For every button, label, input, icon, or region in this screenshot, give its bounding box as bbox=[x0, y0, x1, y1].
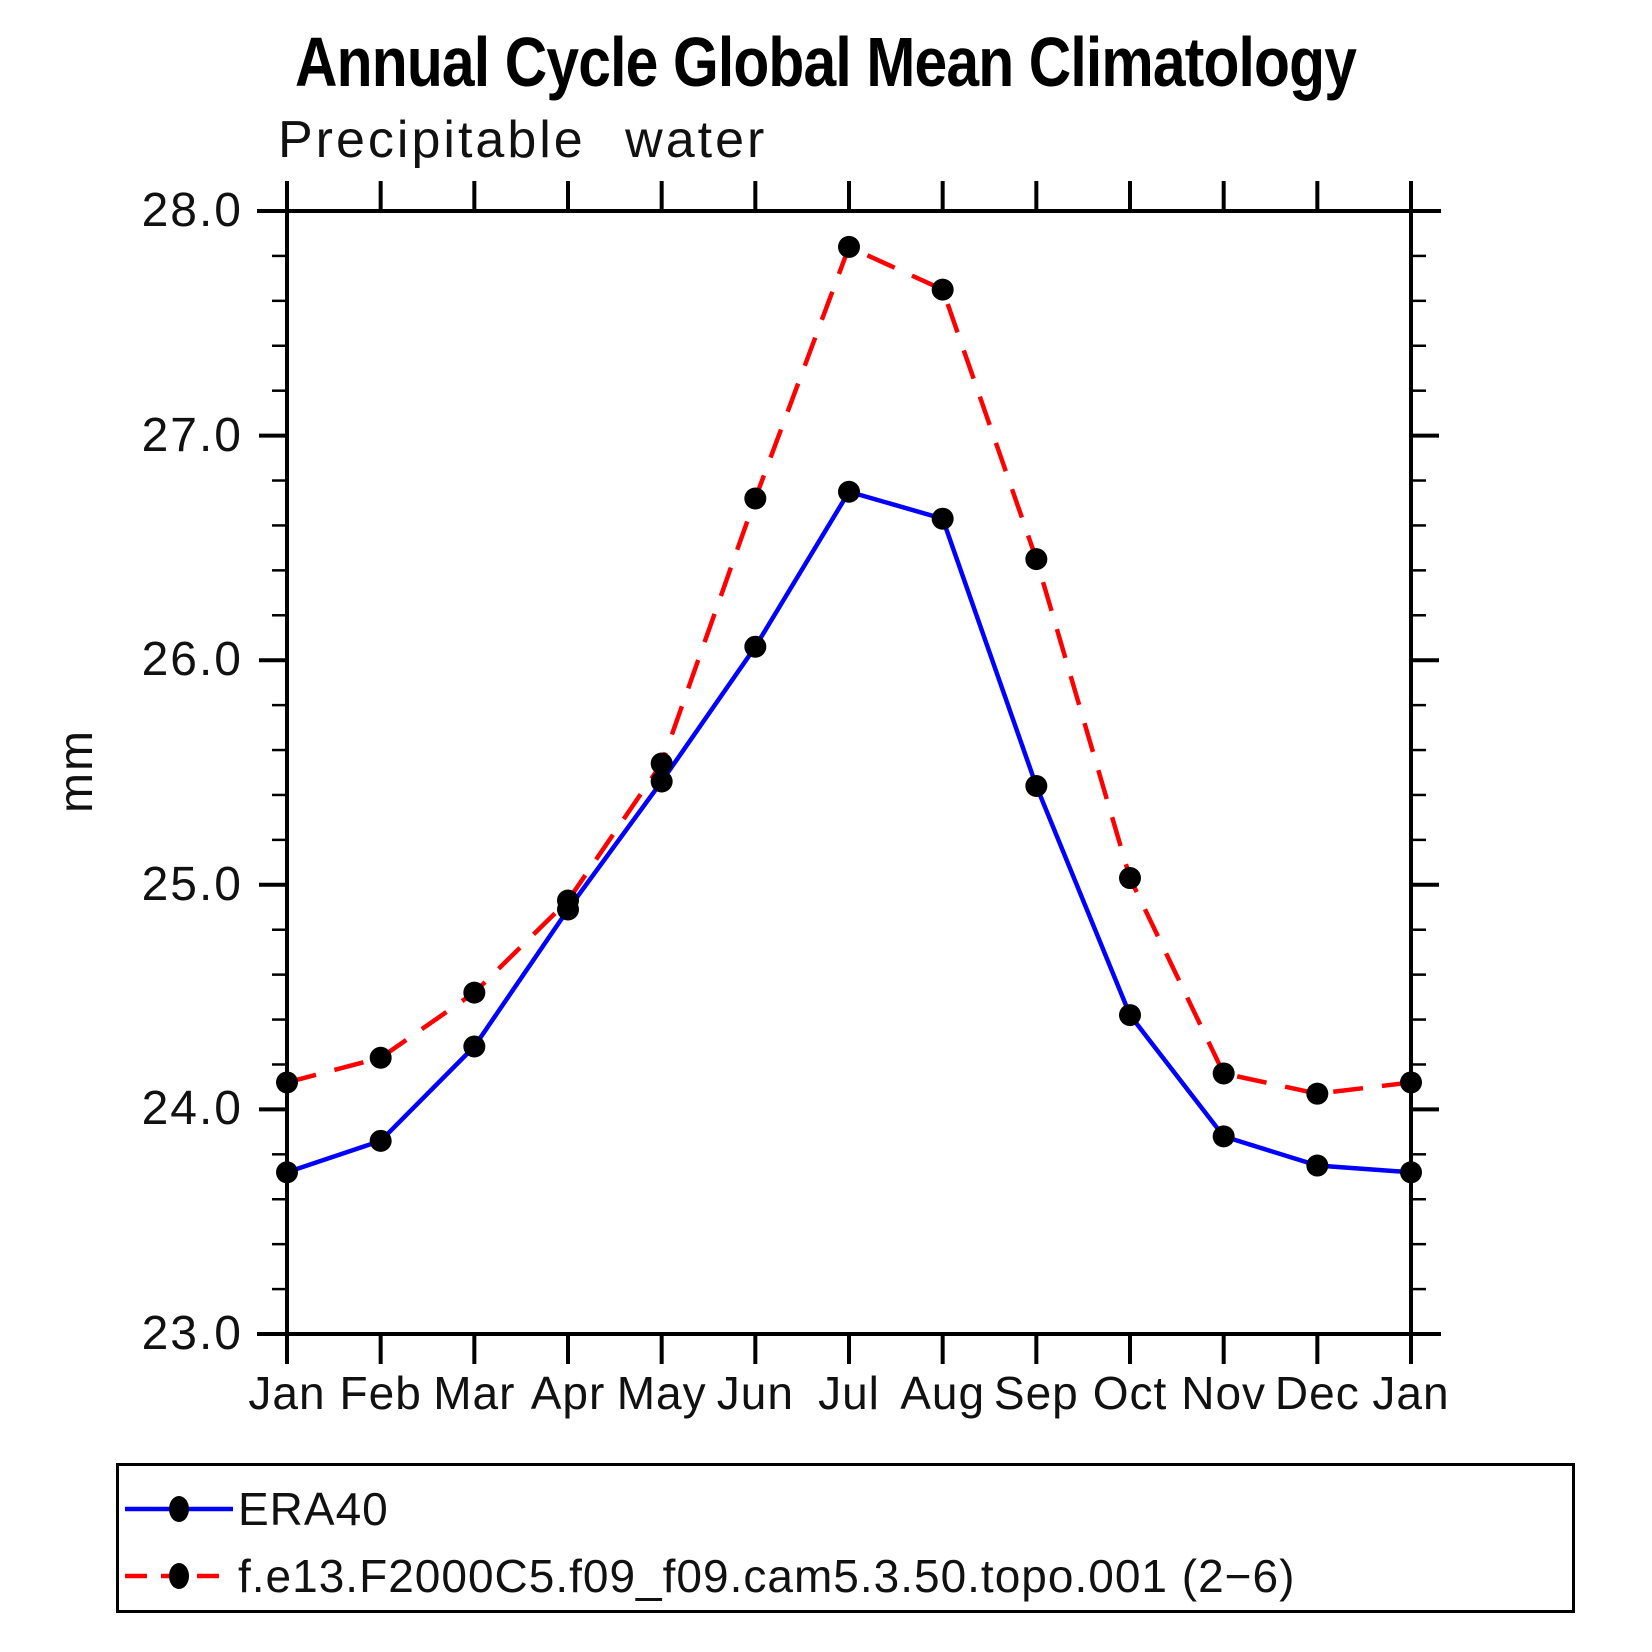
y-tick-label: 27.0 bbox=[141, 408, 243, 462]
data-point-marker bbox=[1400, 1071, 1422, 1094]
legend-label: ERA40 bbox=[238, 1483, 389, 1535]
data-point-marker bbox=[463, 1035, 486, 1058]
data-point-marker bbox=[744, 487, 767, 510]
data-point-marker bbox=[463, 981, 486, 1004]
data-point-marker bbox=[276, 1161, 298, 1184]
legend-marker-dot bbox=[169, 1496, 189, 1522]
y-tick-label: 23.0 bbox=[141, 1307, 243, 1360]
data-point-marker bbox=[1306, 1082, 1329, 1105]
legend-sample-dashed-line bbox=[125, 1563, 233, 1589]
legend: ERA40 f.e13.F2000C5.f09_f09.cam5.3.50.to… bbox=[116, 1463, 1575, 1613]
legend-entry-model: f.e13.F2000C5.f09_f09.cam5.3.50.topo.001… bbox=[122, 1548, 1295, 1604]
data-point-marker bbox=[1119, 867, 1141, 890]
data-point-marker bbox=[1025, 774, 1048, 797]
title-row: Annual Cycle Global Mean Climatology bbox=[0, 22, 1652, 102]
y-tick-label: 24.0 bbox=[141, 1082, 243, 1136]
x-tick-label: Jan bbox=[248, 1367, 326, 1419]
data-point-marker bbox=[744, 635, 767, 658]
chart-subtitle: Precipitable water bbox=[278, 111, 768, 169]
x-tick-label: Aug bbox=[900, 1367, 986, 1419]
x-tick-label: Mar bbox=[433, 1367, 516, 1419]
x-tick-label: Oct bbox=[1092, 1367, 1168, 1419]
data-point-marker bbox=[1400, 1161, 1422, 1184]
legend-label: f.e13.F2000C5.f09_f09.cam5.3.50.topo.001… bbox=[238, 1550, 1296, 1602]
data-point-marker bbox=[650, 752, 673, 775]
data-point-marker bbox=[557, 889, 579, 912]
chart-title: Annual Cycle Global Mean Climatology bbox=[295, 23, 1357, 101]
data-point-marker bbox=[1212, 1062, 1235, 1085]
data-point-marker bbox=[931, 507, 954, 530]
x-tick-label: Jul bbox=[818, 1367, 880, 1419]
data-point-marker bbox=[276, 1071, 298, 1094]
data-point-marker bbox=[931, 278, 954, 301]
x-tick-label: Sep bbox=[993, 1367, 1079, 1419]
data-point-marker bbox=[369, 1129, 392, 1152]
data-point-marker bbox=[369, 1046, 392, 1069]
legend-entry-era40: ERA40 bbox=[122, 1481, 389, 1537]
data-point-marker bbox=[1306, 1154, 1329, 1177]
legend-marker-dot bbox=[169, 1563, 189, 1589]
series-line-0 bbox=[286, 489, 1412, 1175]
x-tick-label: Dec bbox=[1274, 1367, 1360, 1419]
y-tick-label: 25.0 bbox=[141, 857, 243, 911]
x-tick-label: Jan bbox=[1372, 1367, 1450, 1419]
y-tick-label: 26.0 bbox=[141, 633, 243, 687]
data-point-marker bbox=[838, 235, 860, 258]
x-tick-label: Jun bbox=[716, 1367, 794, 1419]
data-point-marker bbox=[1025, 548, 1048, 571]
x-tick-label: Apr bbox=[530, 1367, 606, 1419]
y-tick-label: 28.0 bbox=[141, 184, 243, 237]
x-tick-label: Nov bbox=[1181, 1367, 1267, 1419]
legend-sample-solid-line bbox=[125, 1496, 233, 1522]
x-tick-label: Feb bbox=[339, 1367, 422, 1419]
data-point-marker bbox=[838, 480, 860, 503]
x-tick-label: May bbox=[616, 1367, 707, 1419]
data-point-marker bbox=[1119, 1004, 1141, 1027]
data-point-marker bbox=[650, 770, 673, 793]
series-line-1 bbox=[286, 243, 1412, 1096]
data-point-marker bbox=[1212, 1125, 1235, 1148]
